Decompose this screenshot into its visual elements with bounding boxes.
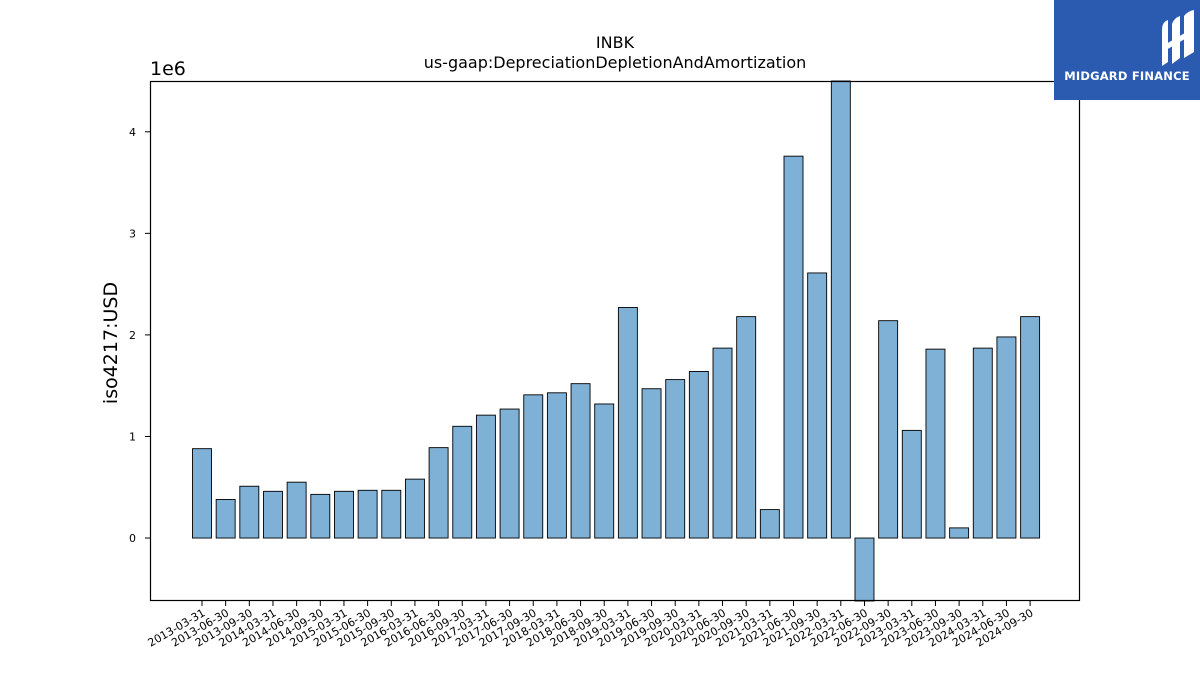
bar <box>996 336 1017 539</box>
bar <box>688 371 709 539</box>
bar <box>925 348 946 539</box>
bar <box>428 447 449 539</box>
bar <box>949 527 970 539</box>
midgard-finance-logo: MIDGARD FINANCE <box>1054 0 1200 100</box>
bar <box>736 316 757 539</box>
bar <box>759 509 780 539</box>
bar <box>475 414 496 539</box>
bar <box>617 307 638 539</box>
y-tick-label: 3 <box>129 227 136 240</box>
bar <box>830 80 851 539</box>
bar <box>783 155 804 539</box>
bar <box>215 498 236 539</box>
bar <box>878 320 899 539</box>
bar <box>641 388 662 539</box>
y-ticks-group: 0 1 2 3 4 <box>129 126 150 545</box>
bar <box>807 272 828 539</box>
bar <box>712 347 733 539</box>
bar <box>523 394 544 539</box>
y-axis-label: iso4217:USD <box>100 282 122 404</box>
bar <box>239 485 260 539</box>
y-tick-label: 2 <box>129 329 136 342</box>
x-ticks-group: 2013-03-312013-06-302013-09-302014-03-31… <box>146 601 1036 650</box>
bar <box>854 537 875 602</box>
bar <box>263 490 283 539</box>
y-multiplier-label: 1e6 <box>150 58 186 80</box>
logo-mark-icon <box>1162 10 1194 66</box>
bar <box>1020 316 1041 539</box>
y-tick-label: 0 <box>129 532 136 545</box>
bar <box>334 490 354 539</box>
bar <box>404 478 425 539</box>
bar <box>594 403 615 539</box>
bar <box>546 392 567 539</box>
bar <box>310 493 331 539</box>
bar <box>499 408 520 539</box>
plot-frame <box>149 80 1081 602</box>
bar <box>381 489 402 539</box>
chart-subtitle: us-gaap:DepreciationDepletionAndAmortiza… <box>424 53 807 72</box>
y-tick-label: 1 <box>129 430 136 443</box>
bar <box>192 448 212 539</box>
bar <box>452 425 473 539</box>
y-tick-label: 4 <box>129 126 136 139</box>
bar <box>901 429 922 539</box>
bar <box>570 383 591 539</box>
bar <box>665 379 686 539</box>
bar <box>357 489 378 539</box>
bar <box>286 481 307 539</box>
bar <box>972 347 993 539</box>
chart-title: INBK <box>596 33 635 52</box>
bars-group <box>192 80 1041 602</box>
logo-text: MIDGARD FINANCE <box>1064 69 1190 83</box>
